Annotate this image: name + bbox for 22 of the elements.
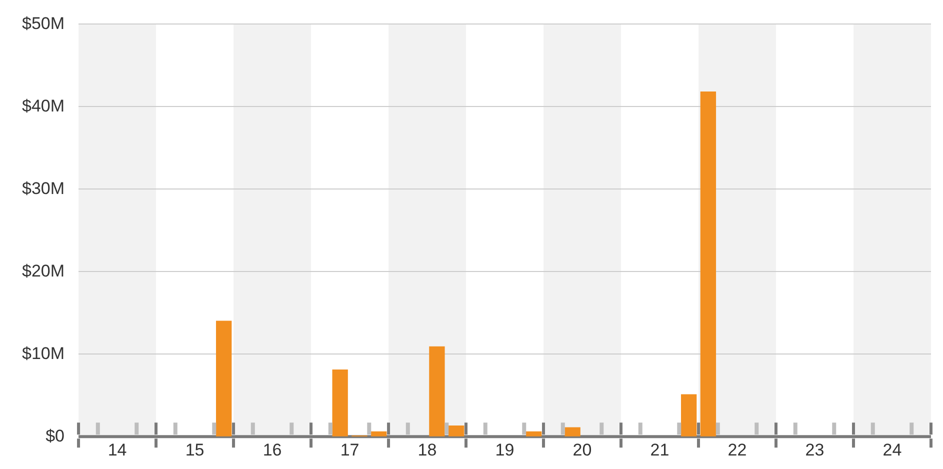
x-tick-label: 20 <box>572 440 592 460</box>
x-tick-label: 16 <box>262 440 282 460</box>
bar <box>429 346 445 436</box>
y-tick-label: $50M <box>22 14 65 33</box>
x-tick-label: 22 <box>728 440 747 460</box>
y-tick-label: $30M <box>22 178 65 198</box>
bar <box>700 92 716 436</box>
bar <box>332 369 348 436</box>
x-tick-label: 21 <box>650 440 670 460</box>
x-tick-label: 15 <box>185 440 204 460</box>
x-tick-label: 17 <box>340 440 360 460</box>
y-tick-label: $40M <box>22 96 65 116</box>
y-tick-label: $0 <box>46 426 65 446</box>
bar <box>680 394 697 436</box>
x-tick-label: 18 <box>418 440 437 460</box>
x-tick-label: 23 <box>805 440 824 460</box>
x-tick-label: 19 <box>495 440 514 460</box>
x-tick-label: 14 <box>108 440 127 460</box>
bar <box>216 320 232 436</box>
y-tick-label: $20M <box>22 261 65 280</box>
y-tick-label: $10M <box>22 344 65 363</box>
x-tick-label: 24 <box>882 440 902 460</box>
